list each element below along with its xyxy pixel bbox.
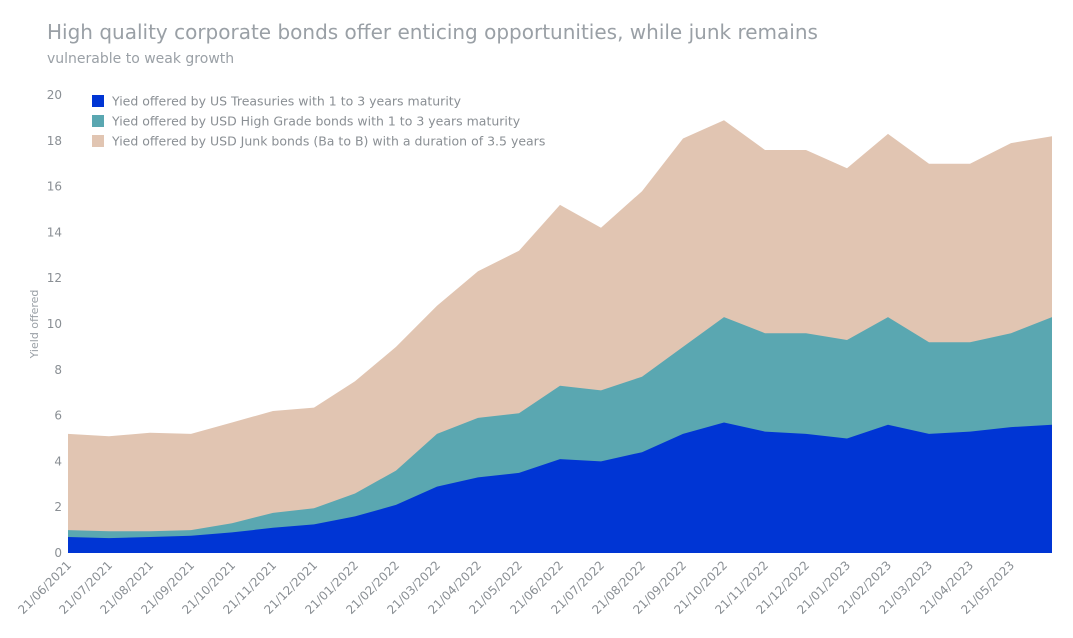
y-axis-label: Yield offered: [28, 290, 41, 360]
y-tick-label: 10: [47, 317, 62, 331]
chart-subtitle: vulnerable to weak growth: [47, 51, 235, 67]
legend-entry: Yied offered by USD High Grade bonds wit…: [111, 114, 521, 129]
area-series-1: [68, 422, 1052, 553]
legend-swatch: [92, 135, 104, 147]
legend-entry: Yied offered by US Treasuries with 1 to …: [111, 94, 462, 109]
legend-swatch: [92, 95, 104, 107]
y-tick-label: 0: [54, 546, 62, 560]
areas-group: [68, 120, 1052, 553]
y-tick-label: 6: [54, 409, 62, 423]
y-tick-label: 12: [47, 271, 62, 285]
y-tick-label: 4: [54, 454, 62, 468]
y-tick-label: 18: [47, 134, 62, 148]
y-tick-label: 8: [54, 363, 62, 377]
legend-swatch: [92, 115, 104, 127]
y-tick-label: 2: [54, 500, 62, 514]
y-tick-label: 20: [47, 88, 62, 102]
legend-entry: Yied offered by USD Junk bonds (Ba to B)…: [111, 134, 545, 149]
chart-title: High quality corporate bonds offer entic…: [47, 20, 818, 44]
y-tick-label: 16: [47, 180, 62, 194]
y-tick-label: 14: [47, 225, 62, 239]
y-axis: 0 2 4 6 8 10 12 14 16 18 20: [47, 88, 62, 560]
legend: Yied offered by US Treasuries with 1 to …: [92, 94, 545, 149]
x-axis: 21/06/202121/07/202121/08/202121/09/2021…: [15, 558, 1017, 617]
